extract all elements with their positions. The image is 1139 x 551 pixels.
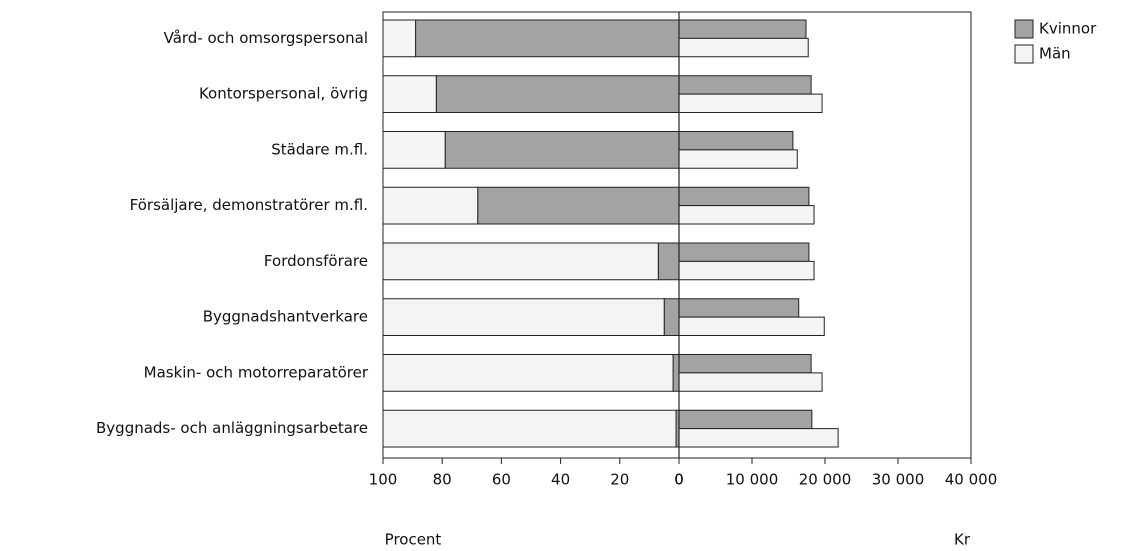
x-tick-label: 0 [674, 471, 684, 489]
category-label: Vård- och omsorgspersonal [164, 29, 368, 47]
salary-bar [678, 37, 809, 58]
share-bar [444, 131, 680, 169]
salary-bar [678, 186, 810, 207]
share-bar [657, 242, 680, 281]
x-tick-label: 40 000 [945, 471, 998, 489]
plot-frame [382, 11, 972, 459]
share-bar [382, 298, 665, 336]
share-bar [477, 186, 680, 225]
x-tick-label: 100 [369, 471, 398, 489]
salary-bar [678, 93, 823, 113]
share-bar [435, 75, 680, 113]
salary-bar [678, 149, 798, 169]
legend-swatch [1014, 19, 1034, 39]
x-tick-label: 30 000 [872, 471, 925, 489]
salary-bar [678, 372, 823, 392]
x-axis-label: Procent [385, 531, 442, 549]
category-label: Maskin- och motorreparatörer [144, 363, 369, 381]
x-tick-label: 60 [492, 471, 511, 489]
share-bar [382, 242, 659, 281]
share-bar [382, 131, 446, 169]
x-tick-label: 80 [433, 471, 452, 489]
x-tick-label: 40 [551, 471, 570, 489]
salary-bar [678, 298, 800, 318]
share-bar [382, 186, 479, 225]
share-bar [382, 75, 437, 113]
salary-bar [678, 428, 839, 448]
share-bar [672, 354, 680, 392]
share-bar [382, 354, 674, 392]
salary-bar [678, 260, 815, 281]
x-tick-label: 0 [674, 471, 684, 489]
share-bar [382, 409, 677, 448]
share-bar [382, 19, 417, 58]
salary-bar [678, 19, 807, 39]
salary-bar [678, 205, 815, 225]
legend-label: Män [1039, 45, 1071, 63]
x-axis-label: Kr [954, 531, 971, 549]
category-label: Fordonsförare [264, 252, 368, 270]
share-bar [415, 19, 680, 58]
salary-bar [678, 131, 794, 151]
category-label: Städare m.fl. [271, 140, 368, 158]
x-tick-label: 20 000 [799, 471, 852, 489]
x-tick-label: 20 [610, 471, 629, 489]
salary-bar [678, 409, 813, 430]
category-label: Försäljare, demonstratörer m.fl. [130, 196, 368, 214]
category-label: Byggnadshantverkare [203, 308, 368, 326]
share-bar [663, 298, 680, 336]
salary-bar [678, 242, 810, 262]
category-label: Byggnads- och anläggningsarbetare [96, 419, 368, 437]
salary-bar [678, 316, 825, 336]
legend-swatch [1014, 44, 1034, 64]
x-tick-label: 10 000 [726, 471, 779, 489]
salary-bar [678, 354, 812, 374]
legend-label: Kvinnor [1039, 20, 1097, 38]
category-label: Kontorspersonal, övrig [199, 85, 368, 103]
salary-bar [678, 75, 812, 95]
